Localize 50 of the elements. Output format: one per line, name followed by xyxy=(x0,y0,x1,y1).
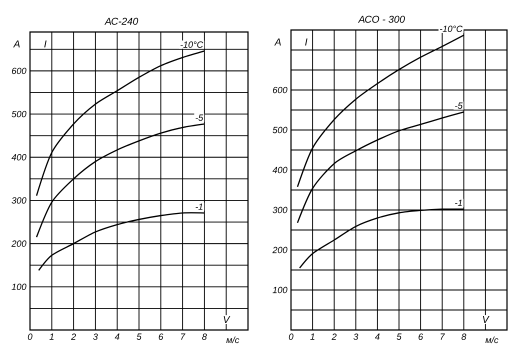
x-tick-label: 2 xyxy=(71,334,76,340)
y-tick-label: 300 xyxy=(272,206,288,214)
series-label: -10°C xyxy=(440,26,463,32)
series-label: -1 xyxy=(196,204,202,210)
annotation: V xyxy=(224,316,230,324)
line-series xyxy=(36,123,206,238)
y-tick-label: 200 xyxy=(272,246,288,254)
x-tick-label: 6 xyxy=(418,334,424,340)
x-tick-label: 7 xyxy=(181,334,186,340)
chart-title: АСО - 300 xyxy=(358,16,405,23)
annotation: I xyxy=(305,38,308,46)
x-tick-label: 8 xyxy=(202,334,207,340)
line-series xyxy=(38,212,206,272)
y-tick-label: 500 xyxy=(12,110,26,118)
y-tick-label: 400 xyxy=(272,166,288,174)
y-tick-label: 300 xyxy=(12,197,26,204)
series-label: -1 xyxy=(455,200,462,206)
line-series xyxy=(296,111,464,224)
y-tick-label: 500 xyxy=(272,126,288,134)
x-axis-title: м/с xyxy=(485,336,498,344)
x-tick-label: 0 xyxy=(288,334,294,340)
y-tick-label: 600 xyxy=(12,68,26,74)
y-tick-label: 200 xyxy=(11,240,26,247)
x-axis-title: м/с xyxy=(226,336,240,344)
y-axis-title: А xyxy=(274,38,281,46)
x-tick-label: 8 xyxy=(462,334,466,340)
x-tick-label: 5 xyxy=(136,334,142,340)
x-tick-label: 2 xyxy=(332,334,337,340)
y-axis-title: А xyxy=(13,40,20,48)
x-tick-label: 3 xyxy=(93,334,98,340)
x-tick-label: 6 xyxy=(158,334,164,340)
x-tick-label: 5 xyxy=(396,334,402,340)
y-tick-label: 600 xyxy=(272,86,288,94)
annotation: V xyxy=(482,316,490,323)
series-label: -10°C xyxy=(180,41,204,48)
x-tick-label: 4 xyxy=(114,334,120,340)
x-tick-label: 0 xyxy=(28,334,32,340)
series-label: -5 xyxy=(455,102,463,109)
x-tick-label: 1 xyxy=(310,334,314,340)
x-tick-label: 4 xyxy=(374,334,380,340)
x-tick-label: 1 xyxy=(50,334,54,340)
y-tick-label: 100 xyxy=(272,286,288,294)
series-label: -5 xyxy=(196,114,204,121)
x-tick-label: 7 xyxy=(440,334,445,340)
y-tick-label: 400 xyxy=(12,154,26,160)
x-tick-label: 3 xyxy=(354,334,358,340)
y-tick-label: 100 xyxy=(12,284,26,290)
chart-title: АС-240 xyxy=(104,18,138,25)
annotation: I xyxy=(44,40,47,48)
line-series xyxy=(298,208,464,269)
